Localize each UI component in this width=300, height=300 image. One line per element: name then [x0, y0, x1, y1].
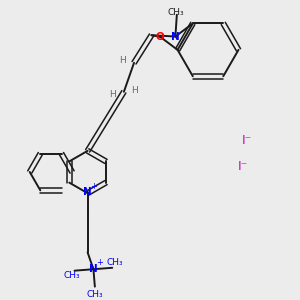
Text: I⁻: I⁻ — [238, 160, 248, 173]
Text: CH₃: CH₃ — [107, 258, 124, 267]
Text: CH₃: CH₃ — [87, 290, 103, 299]
Text: +: + — [96, 258, 103, 267]
Text: CH₃: CH₃ — [167, 8, 184, 17]
Text: N: N — [89, 264, 98, 274]
Text: O: O — [156, 32, 164, 42]
Text: I⁻: I⁻ — [242, 134, 252, 147]
Text: +: + — [91, 182, 98, 191]
Text: N: N — [171, 32, 180, 41]
Text: H: H — [119, 56, 126, 65]
Text: N: N — [83, 187, 92, 197]
Text: CH₃: CH₃ — [63, 272, 80, 280]
Text: H: H — [110, 90, 116, 99]
Text: H: H — [131, 86, 137, 95]
